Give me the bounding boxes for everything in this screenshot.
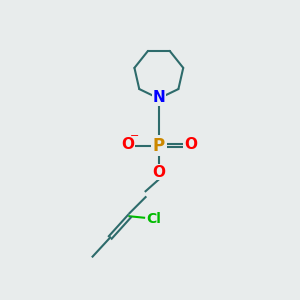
Text: O: O bbox=[152, 165, 165, 180]
Text: Cl: Cl bbox=[146, 212, 161, 226]
Text: O: O bbox=[184, 137, 197, 152]
Text: −: − bbox=[130, 131, 139, 141]
Text: N: N bbox=[152, 90, 165, 105]
Text: P: P bbox=[153, 136, 165, 154]
Text: O: O bbox=[121, 137, 134, 152]
